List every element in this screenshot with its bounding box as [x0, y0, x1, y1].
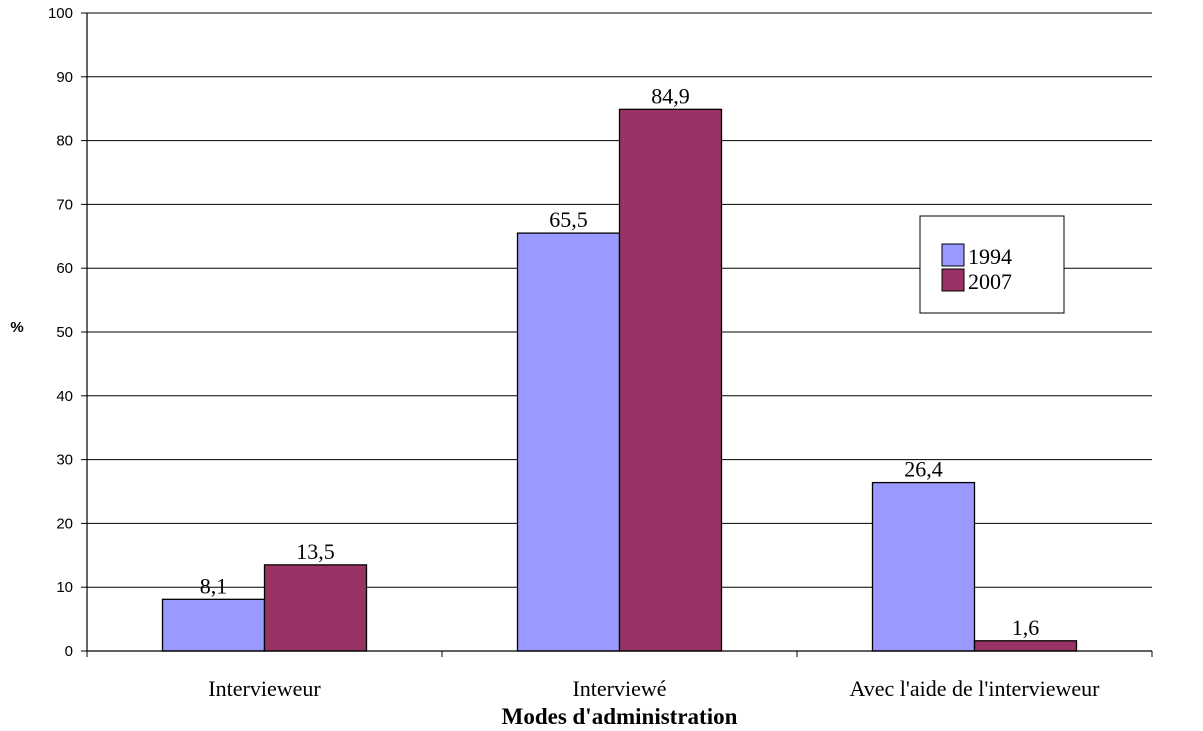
y-tick-label: 60: [56, 260, 73, 277]
data-label: 13,5: [296, 539, 335, 564]
y-tick-label: 20: [56, 515, 73, 532]
x-axis-categories: Intervieweur Interviewé Avec l'aide de l'i…: [208, 676, 1100, 701]
legend-label: 1994: [968, 244, 1012, 269]
y-tick-label: 90: [56, 69, 73, 86]
bars: [161, 108, 1078, 652]
legend-swatch-2007: [941, 268, 965, 292]
y-axis-label: %: [10, 319, 23, 336]
x-category-label: Avec l'aide de l'intervieweur: [849, 676, 1100, 701]
y-tick-label: 0: [65, 643, 73, 660]
y-axis-ticks: 0 10 20 30 40 50 60 70 80 90 100: [48, 5, 87, 660]
bar-1994-1: [516, 232, 621, 652]
data-label: 8,1: [200, 573, 228, 598]
y-tick-label: 80: [56, 133, 73, 150]
x-axis-label: Modes d'administration: [502, 704, 738, 729]
data-label: 26,4: [904, 457, 943, 482]
data-label: 1,6: [1012, 615, 1040, 640]
y-tick-label: 30: [56, 452, 73, 469]
bar-2007-2: [973, 640, 1078, 652]
y-tick-label: 50: [56, 324, 73, 341]
y-tick-label: 10: [56, 579, 73, 596]
y-tick-label: 40: [56, 388, 73, 405]
axes: [86, 13, 1153, 657]
data-label: 65,5: [549, 207, 588, 232]
legend-swatch-1994: [941, 243, 965, 267]
x-category-label: Interviewé: [572, 676, 666, 701]
bar-1994-2: [871, 481, 976, 652]
bar-1994-0: [161, 598, 266, 652]
bar-2007-1: [618, 108, 723, 652]
y-tick-label: 70: [56, 196, 73, 213]
legend-label: 2007: [968, 269, 1012, 294]
data-labels: 8,1 13,5 65,5 84,9 26,4 1,6: [200, 83, 1040, 639]
bar-2007-0: [263, 564, 368, 652]
x-category-label: Intervieweur: [208, 676, 321, 701]
data-label: 84,9: [651, 83, 690, 108]
y-tick-label: 100: [48, 5, 73, 22]
